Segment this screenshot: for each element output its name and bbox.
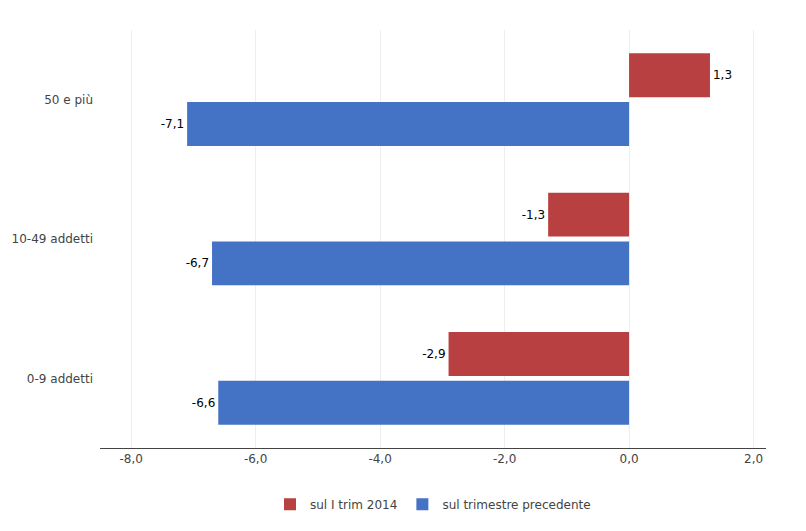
svg-text:sul I trim 2014: sul I trim 2014 (310, 498, 397, 512)
svg-text:-2,9: -2,9 (422, 347, 445, 361)
svg-text:1,3: 1,3 (713, 68, 732, 82)
svg-text:-4,0: -4,0 (368, 452, 391, 466)
svg-text:-6,7: -6,7 (186, 256, 209, 270)
svg-text:sul trimestre precedente: sul trimestre precedente (442, 498, 590, 512)
svg-text:50 e più: 50 e più (44, 93, 93, 107)
svg-text:-6,0: -6,0 (244, 452, 267, 466)
svg-text:-8,0: -8,0 (119, 452, 142, 466)
svg-text:-6,6: -6,6 (192, 396, 215, 410)
svg-text:-1,3: -1,3 (522, 208, 545, 222)
svg-text:0-9 addetti: 0-9 addetti (27, 372, 93, 386)
svg-text:-7,1: -7,1 (161, 117, 184, 131)
svg-text:10-49 addetti: 10-49 addetti (12, 232, 93, 246)
svg-text:2,0: 2,0 (744, 452, 763, 466)
svg-text:0,0: 0,0 (620, 452, 639, 466)
svg-text:-2,0: -2,0 (493, 452, 516, 466)
